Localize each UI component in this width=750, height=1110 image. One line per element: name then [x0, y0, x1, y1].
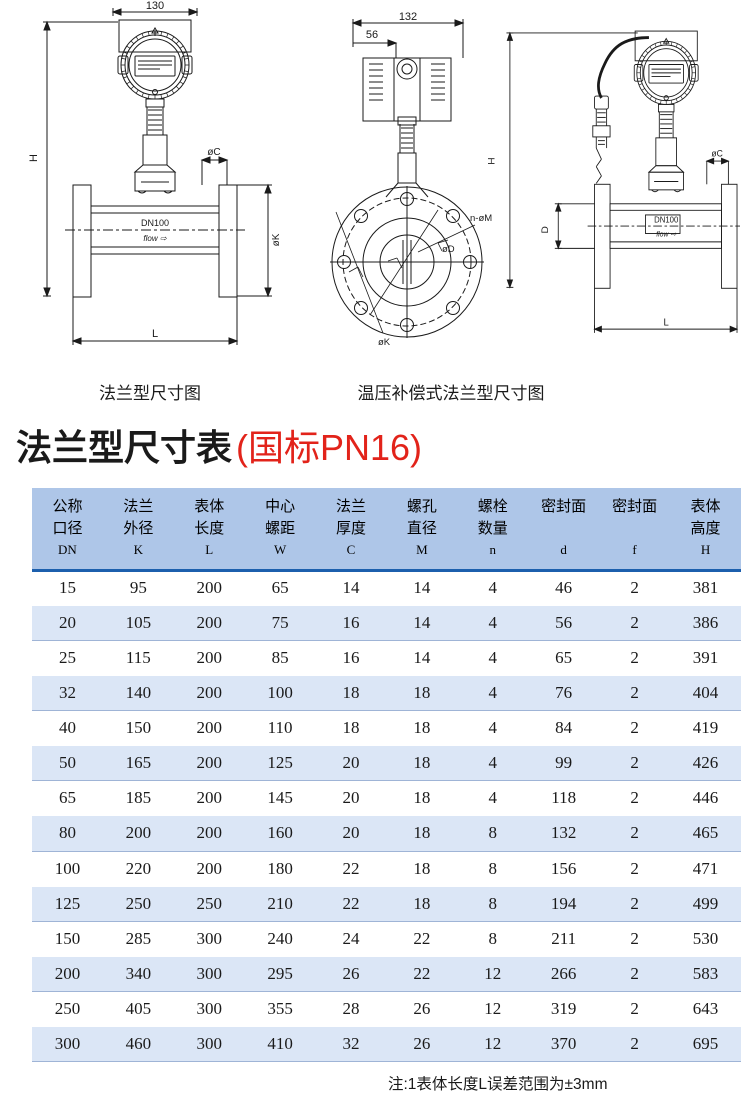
svg-text:130: 130 [146, 0, 164, 12]
svg-text:H: H [487, 157, 498, 164]
svg-text:øC: øC [711, 148, 723, 158]
svg-text:56: 56 [366, 29, 378, 41]
svg-text:flow ⇨: flow ⇨ [656, 230, 677, 238]
svg-text:H: H [28, 154, 40, 162]
svg-text:132: 132 [399, 11, 417, 23]
svg-text:L: L [152, 328, 158, 340]
svg-text:DN100: DN100 [654, 215, 679, 224]
svg-text:D: D [540, 226, 551, 233]
svg-text:DN100: DN100 [141, 218, 169, 228]
svg-text:øK: øK [378, 337, 391, 348]
svg-text:L: L [664, 317, 670, 328]
svg-text:flow ⇨: flow ⇨ [143, 234, 166, 243]
svg-text:øK: øK [271, 233, 282, 246]
svg-text:øC: øC [207, 147, 220, 158]
svg-text:øD: øD [442, 244, 455, 255]
